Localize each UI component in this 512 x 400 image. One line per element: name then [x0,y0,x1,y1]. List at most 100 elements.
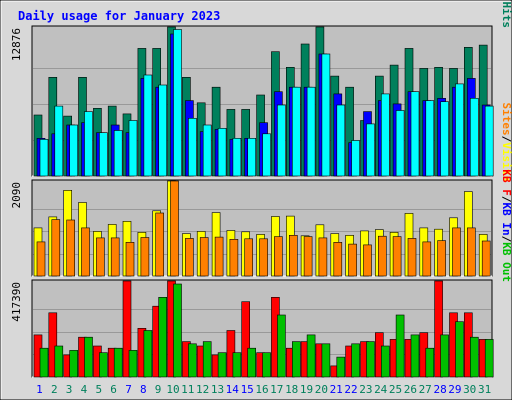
bar-visits-sites-day-18 [288,235,298,277]
xtick-day-18: 18 [285,383,298,396]
bar-kbytes-kb-out-day-25 [395,314,405,378]
xtick-day-27: 27 [419,383,432,396]
bar-hits-pages-day-31 [484,105,494,177]
bar-visits-sites-day-21 [333,242,343,277]
bar-kbytes-kb-out-day-21 [336,356,346,378]
bar-visits-sites-day-12 [199,237,209,277]
bar-visits-sites-day-15 [244,238,253,277]
bar-visits-sites-day-28 [437,240,446,277]
legend-entry-hits: Hits [500,2,512,29]
legend-entry-sites: Sites [500,103,512,136]
bar-hits-pages-day-8 [143,74,153,177]
bar-visits-sites-day-25 [392,236,402,277]
xtick-day-13: 13 [211,383,224,396]
bar-kbytes-kb-out-day-17 [277,314,286,378]
xtick-day-4: 4 [81,383,88,396]
xtick-day-8: 8 [140,383,147,396]
legend-entry-kb-out: KB Out [500,242,512,282]
bar-visits-sites-day-6 [110,237,120,277]
xtick-day-12: 12 [196,383,209,396]
bar-hits-pages-day-7 [128,120,138,177]
xtick-day-31: 31 [478,383,491,396]
xtick-day-30: 30 [463,383,476,396]
xtick-day-25: 25 [389,383,402,396]
bar-visits-sites-day-3 [66,219,75,277]
bar-kbytes-kb-out-day-5 [99,352,108,378]
bar-kbytes-kb-out-day-23 [366,341,375,378]
xtick-day-6: 6 [110,383,117,396]
bar-kbytes-kb-out-day-11 [188,343,197,378]
legend-entry-kb-f: KB F [500,169,512,196]
bar-kbytes-kb-out-day-30 [469,336,479,378]
xtick-day-1: 1 [36,383,43,396]
bar-visits-sites-day-4 [81,227,90,277]
ytick-visits: 2090 [10,182,23,209]
bar-kbytes-kb-out-day-19 [306,334,316,378]
bar-visits-sites-day-1 [36,241,46,277]
bar-hits-pages-day-24 [380,93,390,177]
bar-kbytes-kb-out-day-16 [262,352,271,378]
bar-hits-pages-day-9 [158,84,167,177]
bar-kbytes-kb-out-day-1 [39,347,49,378]
xtick-day-22: 22 [344,383,357,396]
bar-visits-sites-day-24 [377,235,387,277]
bar-hits-pages-day-12 [202,124,212,177]
ytick-kbytes: 417390 [10,282,23,322]
bar-visits-sites-day-17 [274,236,283,277]
xtick-day-23: 23 [359,383,372,396]
legend-separator: / [500,196,512,203]
bar-visits-sites-day-5 [96,237,105,277]
bar-hits-pages-day-25 [395,110,405,177]
bar-visits-sites-day-29 [452,227,461,277]
bar-visits-sites-day-20 [318,237,328,277]
xtick-day-5: 5 [95,383,102,396]
bar-kbytes-kb-f-day-7 [122,280,132,378]
bar-kbytes-kb-out-day-2 [54,345,64,378]
bar-kbytes-kb-out-day-6 [113,347,123,378]
bar-hits-pages-day-14 [232,138,242,177]
bar-kbytes-kb-out-day-9 [158,296,167,378]
bar-kbytes-kb-out-day-26 [410,334,420,378]
bar-visits-sites-day-2 [51,219,61,277]
bar-kbytes-kb-f-day-28 [434,280,443,378]
xtick-day-26: 26 [404,383,417,396]
bar-kbytes-kb-f-day-2 [48,312,58,378]
legend-visits: Sites/Visits [500,103,512,183]
bar-visits-sites-day-13 [214,236,224,277]
bar-kbytes-kb-out-day-10 [173,283,182,378]
bar-hits-pages-day-23 [366,123,375,177]
bar-hits-pages-day-28 [440,101,449,177]
xtick-day-15: 15 [241,383,254,396]
bar-hits-pages-day-17 [277,104,286,177]
xtick-day-17: 17 [270,383,283,396]
bar-kbytes-kb-out-day-18 [291,341,301,378]
bar-kbytes-kb-out-day-31 [484,339,494,378]
xtick-day-16: 16 [255,383,268,396]
xtick-day-2: 2 [51,383,58,396]
bar-visits-sites-day-22 [348,243,357,277]
bar-visits-sites-day-10 [170,180,179,277]
bar-hits-pages-day-22 [351,140,360,177]
bar-kbytes-kb-out-day-28 [440,334,449,378]
bar-visits-sites-day-31 [481,240,491,277]
bar-hits-pages-day-1 [39,139,49,177]
xtick-day-29: 29 [448,383,461,396]
bar-kbytes-kb-out-day-24 [380,345,390,378]
bar-hits-pages-day-13 [217,128,227,177]
bar-hits-pages-day-20 [321,53,331,177]
bar-kbytes-kb-out-day-4 [84,336,93,378]
xtick-day-3: 3 [66,383,73,396]
bar-visits-sites-day-16 [259,238,268,277]
bar-visits-sites-day-9 [155,212,164,277]
bar-visits-sites-day-19 [303,236,313,277]
bar-hits-pages-day-26 [410,91,420,177]
xtick-day-19: 19 [300,383,313,396]
bar-kbytes-kb-out-day-3 [69,350,78,378]
bar-visits-sites-day-26 [407,238,417,277]
bar-visits-sites-day-23 [363,244,372,277]
xtick-day-28: 28 [433,383,446,396]
legend-separator: / [500,136,512,143]
bar-hits-pages-day-16 [262,133,271,177]
bar-kbytes-kb-out-day-7 [128,350,138,378]
